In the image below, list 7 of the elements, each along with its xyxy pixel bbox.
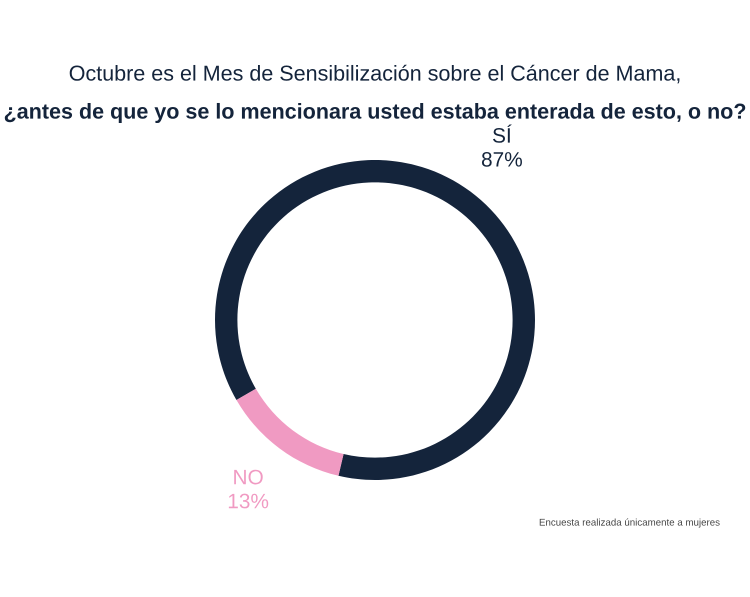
text: Encuesta realizada únicamente a mujeres [540, 518, 720, 528]
data-label: 13% [228, 494, 268, 508]
data-label: 87% [482, 152, 522, 167]
chart-subtitle: ¿antes de que yo se lo mencionara usted estaba enterada de esto, o no? [4, 102, 746, 124]
chart-title: Octubre es el Mes de Sensibilización sobre el Cáncer de Mama, [70, 64, 680, 84]
slice-label: SÍ [492, 124, 512, 143]
slice-label: NO [234, 470, 263, 484]
